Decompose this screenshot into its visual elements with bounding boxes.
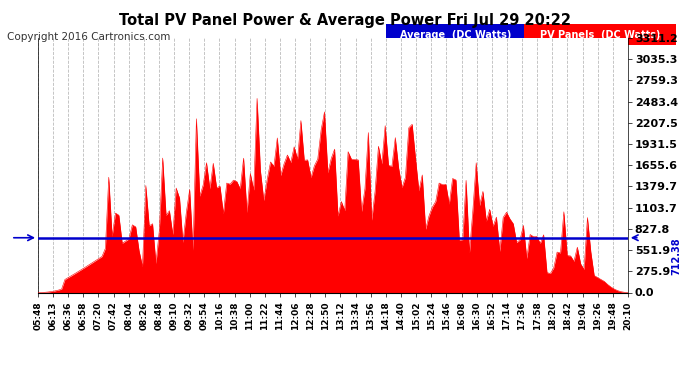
Text: Total PV Panel Power & Average Power Fri Jul 29 20:22: Total PV Panel Power & Average Power Fri… (119, 13, 571, 28)
Text: Copyright 2016 Cartronics.com: Copyright 2016 Cartronics.com (7, 32, 170, 42)
Text: 712.38: 712.38 (671, 238, 682, 275)
Text: Average  (DC Watts): Average (DC Watts) (400, 30, 511, 40)
Text: 712.38: 712.38 (0, 200, 1, 238)
Text: PV Panels  (DC Watts): PV Panels (DC Watts) (540, 30, 660, 40)
